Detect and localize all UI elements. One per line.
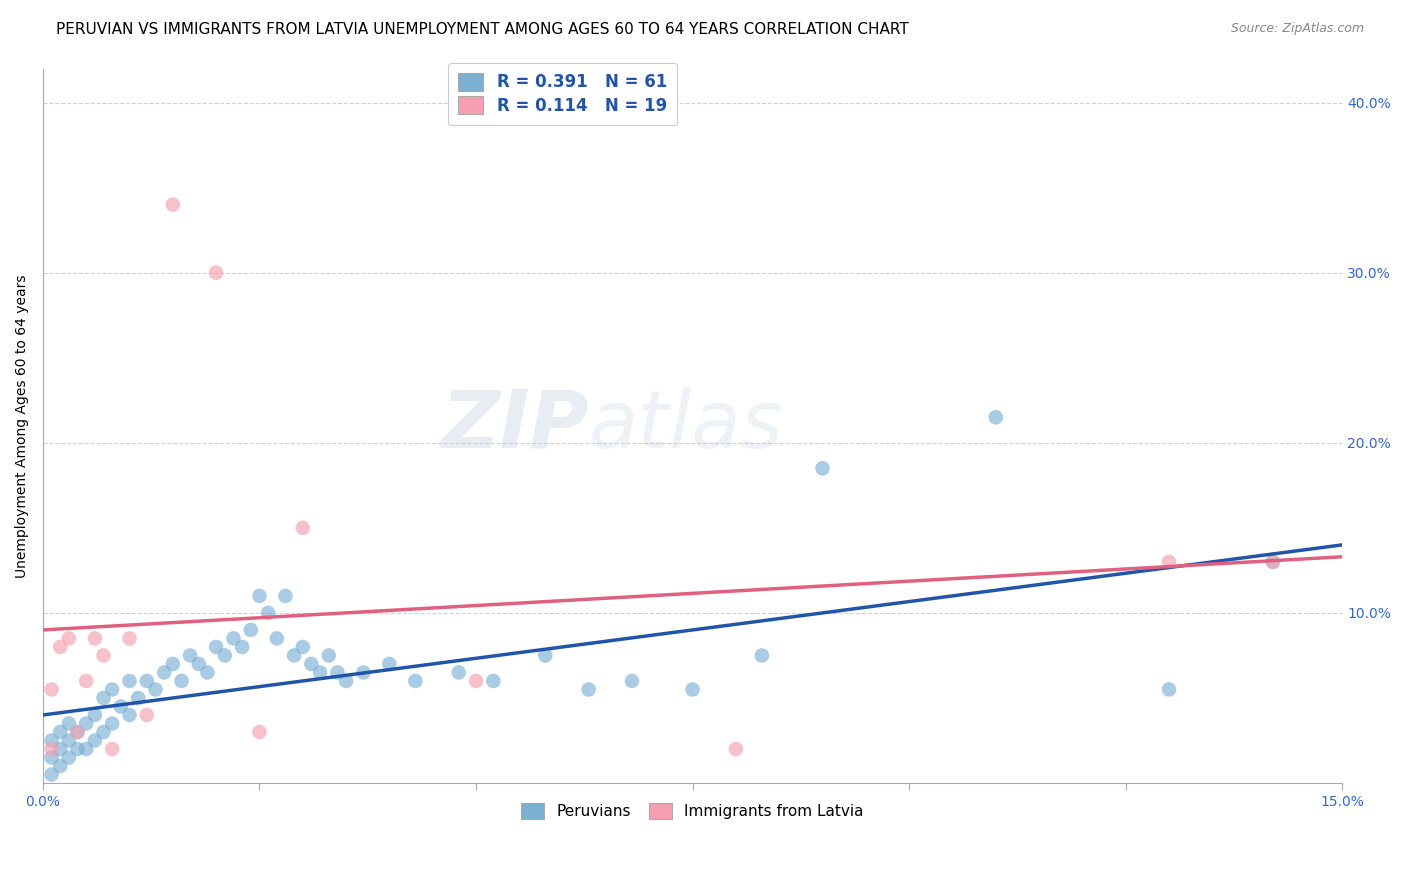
Point [41,767,63,781]
Point [214,648,236,663]
Point [41,733,63,747]
Point [274,589,297,603]
Point [187,657,209,671]
Point [75,673,97,688]
Text: PERUVIAN VS IMMIGRANTS FROM LATVIA UNEMPLOYMENT AMONG AGES 60 TO 64 YEARS CORREL: PERUVIAN VS IMMIGRANTS FROM LATVIA UNEMP… [56,22,910,37]
Point [1157,682,1180,697]
Point [66,725,89,739]
Point [170,673,193,688]
Point [83,632,105,646]
Point [682,682,704,697]
Point [145,682,167,697]
Point [205,266,228,280]
Point [118,708,141,723]
Point [239,623,262,637]
Point [58,733,80,747]
Point [1261,555,1284,569]
Point [58,750,80,764]
Point [447,665,470,680]
Point [283,648,305,663]
Point [299,657,322,671]
Point [465,673,488,688]
Point [404,673,426,688]
Point [93,648,115,663]
Point [75,716,97,731]
Point [49,759,72,773]
Point [153,665,176,680]
Point [135,673,157,688]
Point [249,725,271,739]
Point [249,589,271,603]
Point [205,640,228,654]
Text: atlas: atlas [589,387,783,465]
Point [162,657,184,671]
Point [231,640,253,654]
Legend: Peruvians, Immigrants from Latvia: Peruvians, Immigrants from Latvia [515,797,870,825]
Point [378,657,401,671]
Point [179,648,201,663]
Point [335,673,357,688]
Point [41,750,63,764]
Point [49,640,72,654]
Point [58,632,80,646]
Point [93,690,115,705]
Point [352,665,374,680]
Point [291,640,314,654]
Point [326,665,349,680]
Point [318,648,340,663]
Point [534,648,557,663]
Point [751,648,773,663]
Point [49,742,72,756]
Point [291,521,314,535]
Point [309,665,332,680]
Point [1261,555,1284,569]
Point [66,725,89,739]
Point [127,690,149,705]
Point [118,673,141,688]
Point [222,632,245,646]
Point [58,716,80,731]
Point [257,606,280,620]
Point [266,632,288,646]
Point [135,708,157,723]
Point [93,725,115,739]
Point [49,725,72,739]
Point [811,461,834,475]
Point [41,742,63,756]
Point [101,716,124,731]
Point [110,699,132,714]
Point [162,197,184,211]
Point [118,632,141,646]
Point [101,682,124,697]
Point [620,673,643,688]
Text: Source: ZipAtlas.com: Source: ZipAtlas.com [1230,22,1364,36]
Text: ZIP: ZIP [441,387,589,465]
Point [984,410,1007,425]
Point [724,742,747,756]
Point [83,733,105,747]
Point [197,665,219,680]
Point [1157,555,1180,569]
Point [83,708,105,723]
Point [75,742,97,756]
Point [482,673,505,688]
Point [101,742,124,756]
Point [41,682,63,697]
Y-axis label: Unemployment Among Ages 60 to 64 years: Unemployment Among Ages 60 to 64 years [15,274,30,577]
Point [578,682,600,697]
Point [66,742,89,756]
